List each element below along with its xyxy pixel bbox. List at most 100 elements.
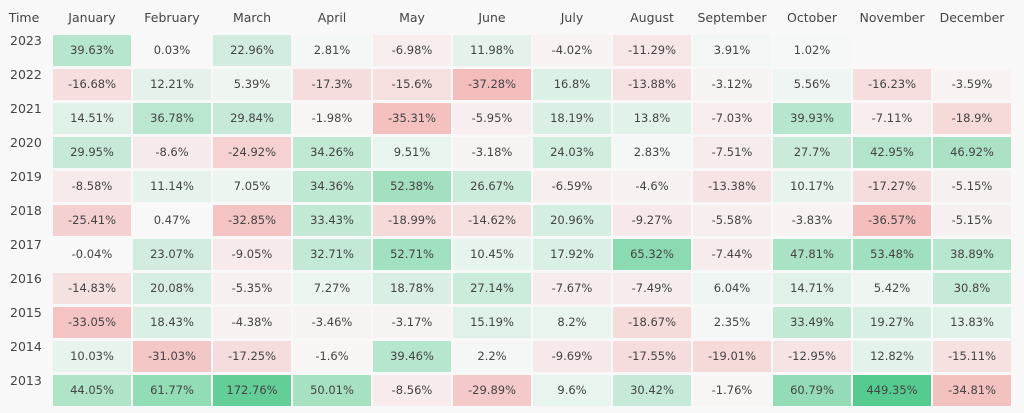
cell-2023-february: 0.03%	[133, 35, 211, 66]
row-label-2019: 2019	[10, 169, 42, 184]
cell-2016-may: 18.78%	[373, 273, 451, 304]
cell-2014-november: 12.82%	[853, 341, 931, 372]
cell-2015-june: 15.19%	[453, 307, 531, 338]
cell-2013-september: -1.76%	[693, 375, 771, 406]
cell-2021-april: -1.98%	[293, 103, 371, 134]
cell-2022-march: 5.39%	[213, 69, 291, 100]
cell-2017-may: 52.71%	[373, 239, 451, 270]
cell-2015-january: -33.05%	[53, 307, 131, 338]
cell-2023-july: -4.02%	[533, 35, 611, 66]
cell-2021-may: -35.31%	[373, 103, 451, 134]
cell-2015-october: 33.49%	[773, 307, 851, 338]
row-label-2016: 2016	[10, 271, 42, 286]
cell-2016-december: 30.8%	[933, 273, 1011, 304]
cell-2015-may: -3.17%	[373, 307, 451, 338]
column-header-april: April	[317, 10, 347, 25]
cell-2021-november: -7.11%	[853, 103, 931, 134]
cell-2013-october: 60.79%	[773, 375, 851, 406]
cell-2017-september: -7.44%	[693, 239, 771, 270]
cell-2023-january: 39.63%	[53, 35, 131, 66]
cell-2013-april: 50.01%	[293, 375, 371, 406]
cell-2017-april: 32.71%	[293, 239, 371, 270]
cell-2015-february: 18.43%	[133, 307, 211, 338]
cell-2014-july: -9.69%	[533, 341, 611, 372]
cell-2019-may: 52.38%	[373, 171, 451, 202]
row-label-2023: 2023	[10, 33, 42, 48]
cell-2014-september: -19.01%	[693, 341, 771, 372]
cell-2019-december: -5.15%	[933, 171, 1011, 202]
cell-2022-january: -16.68%	[53, 69, 131, 100]
cell-2018-october: -3.83%	[773, 205, 851, 236]
cell-2013-march: 172.76%	[213, 375, 291, 406]
column-header-october: October	[786, 10, 838, 25]
cell-2013-may: -8.56%	[373, 375, 451, 406]
cell-2014-may: 39.46%	[373, 341, 451, 372]
cell-2021-october: 39.93%	[773, 103, 851, 134]
cell-2021-june: -5.95%	[453, 103, 531, 134]
cell-2016-june: 27.14%	[453, 273, 531, 304]
column-header-september: September	[697, 10, 767, 25]
cell-2018-september: -5.58%	[693, 205, 771, 236]
cell-2019-march: 7.05%	[213, 171, 291, 202]
cell-2016-august: -7.49%	[613, 273, 691, 304]
cell-2020-november: 42.95%	[853, 137, 931, 168]
corner-label-time: Time	[8, 10, 40, 25]
cell-2014-march: -17.25%	[213, 341, 291, 372]
cell-2018-february: 0.47%	[133, 205, 211, 236]
cell-2014-april: -1.6%	[293, 341, 371, 372]
cell-2019-june: 26.67%	[453, 171, 531, 202]
column-header-december: December	[939, 10, 1005, 25]
cell-2022-august: -13.88%	[613, 69, 691, 100]
cell-2014-january: 10.03%	[53, 341, 131, 372]
row-label-2018: 2018	[10, 203, 42, 218]
cell-2020-december: 46.92%	[933, 137, 1011, 168]
cell-2020-august: 2.83%	[613, 137, 691, 168]
cell-2016-september: 6.04%	[693, 273, 771, 304]
cell-2020-may: 9.51%	[373, 137, 451, 168]
cell-2014-december: -15.11%	[933, 341, 1011, 372]
cell-2017-november: 53.48%	[853, 239, 931, 270]
cell-2022-may: -15.6%	[373, 69, 451, 100]
cell-2023-april: 2.81%	[293, 35, 371, 66]
cell-2013-january: 44.05%	[53, 375, 131, 406]
cell-2022-november: -16.23%	[853, 69, 931, 100]
cell-2019-september: -13.38%	[693, 171, 771, 202]
cell-2018-april: 33.43%	[293, 205, 371, 236]
column-header-january: January	[68, 10, 116, 25]
column-header-may: May	[399, 10, 425, 25]
cell-2023-september: 3.91%	[693, 35, 771, 66]
cell-2018-july: 20.96%	[533, 205, 611, 236]
cell-2023-march: 22.96%	[213, 35, 291, 66]
cell-2017-february: 23.07%	[133, 239, 211, 270]
cell-2013-december: -34.81%	[933, 375, 1011, 406]
cell-2021-july: 18.19%	[533, 103, 611, 134]
cell-2023-june: 11.98%	[453, 35, 531, 66]
cell-2020-january: 29.95%	[53, 137, 131, 168]
cell-2020-june: -3.18%	[453, 137, 531, 168]
cell-2022-april: -17.3%	[293, 69, 371, 100]
cell-2017-october: 47.81%	[773, 239, 851, 270]
cell-2022-december: -3.59%	[933, 69, 1011, 100]
cell-2021-december: -18.9%	[933, 103, 1011, 134]
row-label-2013: 2013	[10, 373, 42, 388]
row-label-2022: 2022	[10, 67, 42, 82]
cell-2018-may: -18.99%	[373, 205, 451, 236]
cell-2014-august: -17.55%	[613, 341, 691, 372]
cell-2015-august: -18.67%	[613, 307, 691, 338]
column-header-june: June	[478, 10, 506, 25]
cell-2014-october: -12.95%	[773, 341, 851, 372]
column-header-november: November	[859, 10, 925, 25]
cell-2016-january: -14.83%	[53, 273, 131, 304]
row-label-2014: 2014	[10, 339, 42, 354]
cell-2013-february: 61.77%	[133, 375, 211, 406]
cell-2020-september: -7.51%	[693, 137, 771, 168]
row-label-2021: 2021	[10, 101, 42, 116]
column-header-march: March	[232, 10, 272, 25]
cell-2021-august: 13.8%	[613, 103, 691, 134]
cell-2021-march: 29.84%	[213, 103, 291, 134]
row-label-2017: 2017	[10, 237, 42, 252]
cell-2022-june: -37.28%	[453, 69, 531, 100]
cell-2020-february: -8.6%	[133, 137, 211, 168]
cell-2020-march: -24.92%	[213, 137, 291, 168]
